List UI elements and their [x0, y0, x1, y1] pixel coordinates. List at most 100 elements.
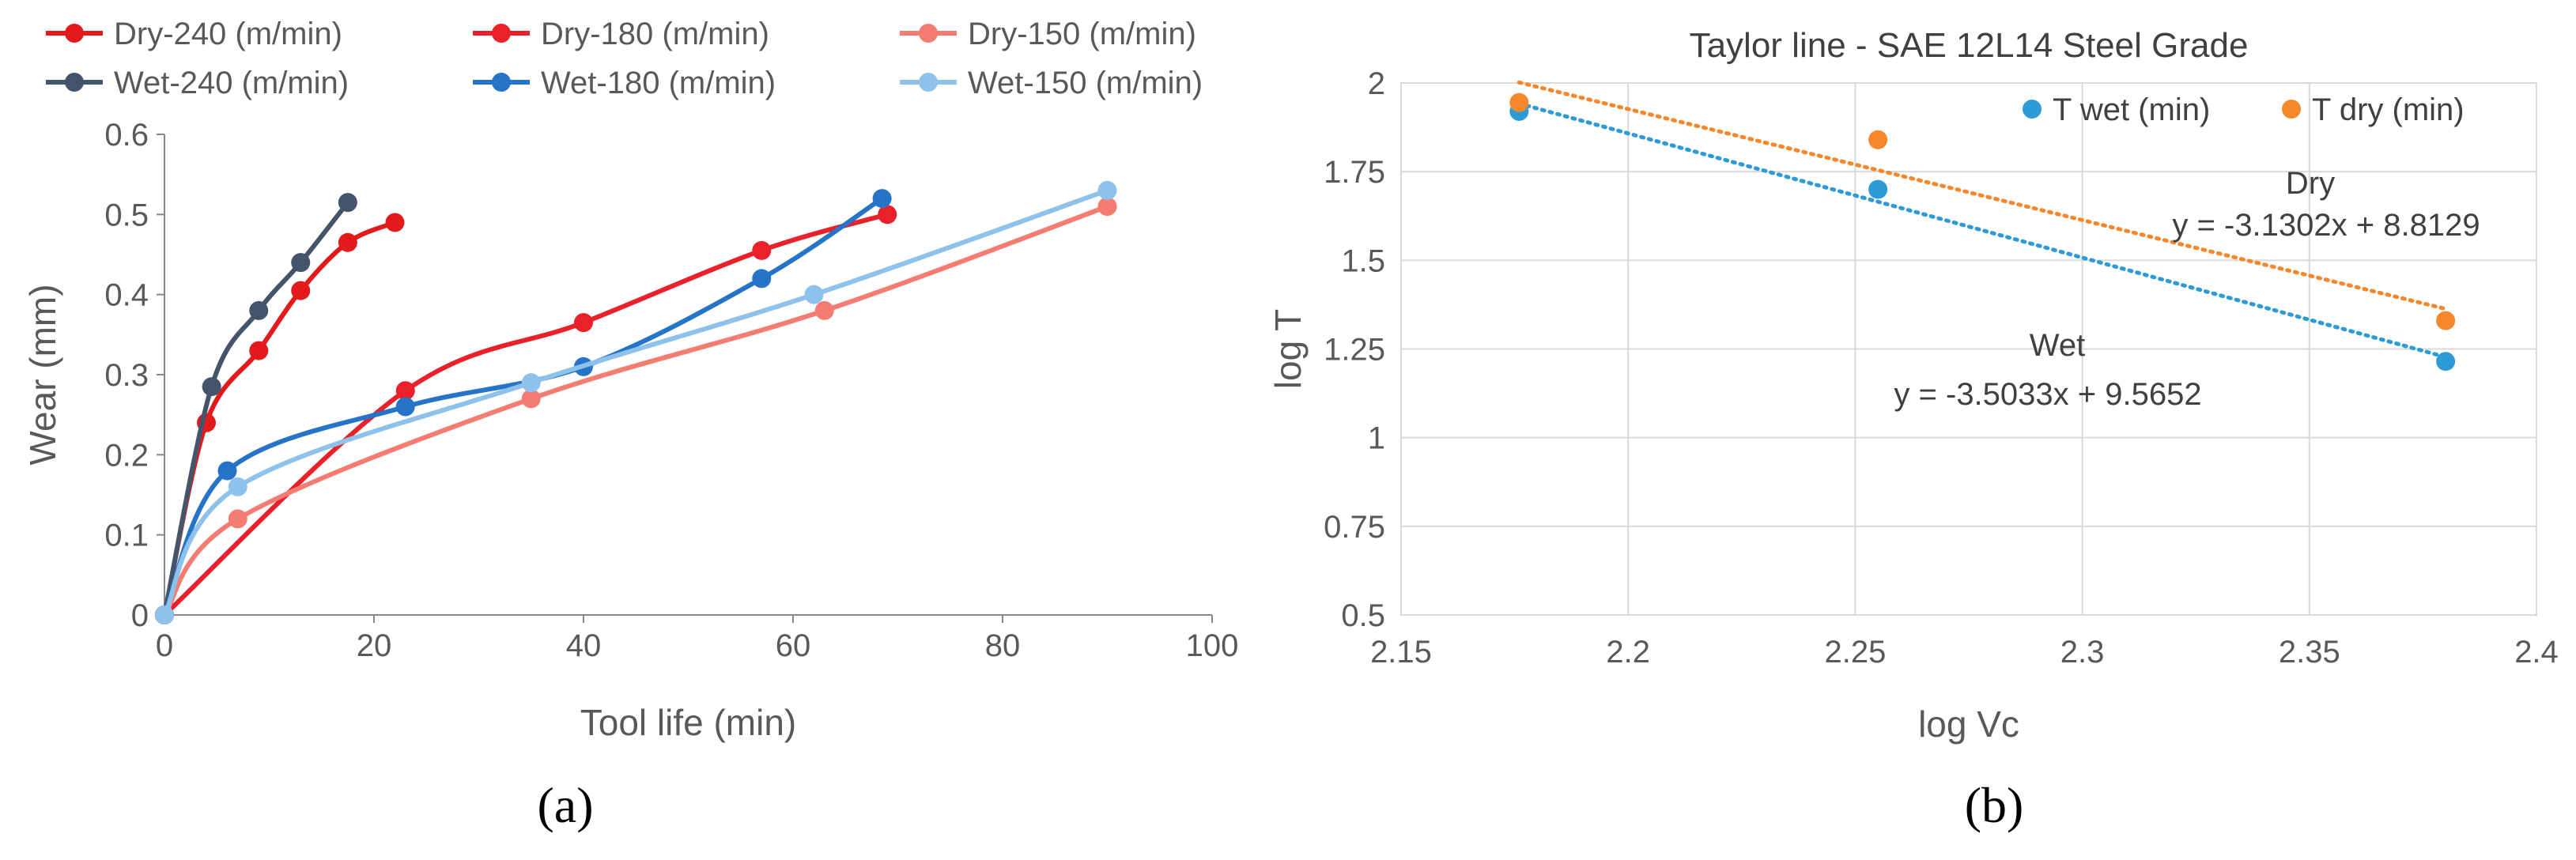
data-point: [872, 189, 892, 209]
legend-entry: Wet-180 (m/min): [473, 66, 776, 100]
y-axis-title: Wear (mm): [22, 284, 63, 465]
data-point: [291, 281, 311, 300]
trendline: [1517, 80, 2448, 311]
series-line: [162, 188, 1109, 617]
data-point: [217, 461, 237, 481]
legend-swatch-marker: [919, 73, 938, 92]
trendline-equation-label: y = -3.5033x + 9.5652: [1894, 377, 2201, 412]
panel-label-b: (b): [1965, 777, 2024, 833]
x-tick-label: 40: [566, 628, 602, 663]
data-point: [202, 377, 221, 397]
data-point: [521, 389, 541, 409]
y-tick-label: 0.3: [104, 358, 149, 393]
trendline-equation-label: y = -3.1302x + 8.8129: [2172, 208, 2480, 243]
y-tick-label: 1: [1368, 421, 1385, 456]
data-point: [338, 193, 357, 213]
y-axis-title: log T: [1267, 309, 1309, 389]
legend-entry: Dry-180 (m/min): [473, 17, 769, 51]
legend-swatch-marker: [492, 24, 511, 43]
legend-label: Wet-180 (m/min): [541, 66, 776, 100]
y-tick-label: 0: [131, 598, 149, 633]
legend-label: Wet-240 (m/min): [114, 66, 349, 100]
series-line: [162, 201, 350, 616]
data-point: [804, 285, 824, 304]
y-tick-label: 1.75: [1324, 155, 1385, 190]
y-tick-label: 0.75: [1324, 510, 1385, 545]
series-line: [162, 196, 884, 617]
data-point: [1097, 180, 1117, 200]
trendline: [1517, 101, 2448, 360]
trendline-name-label: Dry: [2286, 166, 2335, 201]
data-point: [395, 397, 415, 417]
x-tick-label: 2.2: [1606, 635, 1650, 670]
legend-label: Dry-180 (m/min): [541, 17, 769, 51]
data-point: [1509, 92, 1529, 112]
plot-frame: [1400, 82, 2537, 616]
data-point: [1868, 130, 1888, 149]
data-point: [2436, 311, 2456, 330]
series-line: [162, 212, 889, 617]
data-point: [574, 313, 593, 333]
x-tick-label: 2.15: [1370, 635, 1432, 670]
data-point: [395, 381, 415, 401]
legend-label: T dry (min): [2312, 92, 2465, 127]
data-point: [1868, 179, 1888, 199]
legend-entry: T dry (min): [2282, 92, 2465, 127]
data-point: [1097, 197, 1117, 217]
x-tick-label: 2.25: [1824, 635, 1886, 670]
panel-label-a: (a): [537, 777, 593, 833]
legend-entry: Wet-240 (m/min): [46, 66, 349, 100]
y-tick-label: 1.5: [1341, 243, 1385, 278]
chart-title: Taylor line - SAE 12L14 Steel Grade: [1690, 26, 2249, 65]
trendline-name-label: Wet: [2030, 328, 2085, 363]
x-tick-label: 0: [156, 628, 173, 663]
data-point: [249, 341, 269, 360]
data-point: [338, 232, 357, 252]
data-point: [228, 509, 247, 529]
data-point: [291, 253, 311, 273]
x-axis-title: Tool life (min): [580, 702, 797, 743]
y-tick-label: 1.25: [1324, 333, 1385, 368]
x-tick-label: 60: [776, 628, 811, 663]
legend-label: Dry-150 (m/min): [968, 17, 1196, 51]
series-line: [162, 204, 1109, 617]
legend-swatch-marker: [2023, 100, 2042, 119]
x-axis-title: log Vc: [1918, 703, 2019, 745]
x-tick-label: 20: [357, 628, 392, 663]
data-point: [814, 300, 834, 320]
chart-panel-b: Taylor line - SAE 12L14 Steel Grade 2.15 2…: [1267, 26, 2559, 745]
legend-label: T wet (min): [2053, 92, 2210, 127]
x-tick-label: 80: [985, 628, 1021, 663]
data-point: [752, 240, 772, 260]
y-tick-label: 0.2: [104, 438, 149, 473]
y-tick-label: 0.5: [104, 198, 149, 232]
data-point: [752, 269, 772, 289]
y-tick-label: 0.1: [104, 519, 149, 553]
legend-entry: Dry-150 (m/min): [900, 17, 1196, 51]
y-tick-label: 0.4: [104, 278, 149, 313]
legend-entry: Wet-150 (m/min): [900, 66, 1203, 100]
legend-swatch-marker: [65, 73, 84, 92]
legend-entry: T wet (min): [2023, 92, 2210, 127]
data-point: [878, 205, 897, 224]
chart-panel-a: 0 20 40 60 80 100 0 0.1 0.2 0.3 0.4 0.5 0.6 Tool life…: [22, 17, 1238, 743]
data-point: [385, 213, 405, 232]
legend-swatch-marker: [2282, 100, 2301, 119]
y-tick-label: 2: [1368, 66, 1385, 101]
legend-entry: Dry-240 (m/min): [46, 17, 342, 51]
data-point: [521, 373, 541, 393]
x-tick-label: 2.35: [2279, 635, 2340, 670]
x-tick-label: 100: [1186, 628, 1239, 663]
data-point: [2436, 352, 2456, 372]
legend-swatch-marker: [65, 24, 84, 43]
data-point: [249, 300, 269, 320]
y-tick-label: 0.6: [104, 118, 149, 153]
legend-label: Dry-240 (m/min): [114, 17, 342, 51]
y-tick-label: 0.5: [1341, 598, 1385, 633]
x-tick-label: 2.3: [2060, 635, 2105, 670]
data-point: [228, 477, 247, 496]
x-tick-label: 2.4: [2514, 635, 2559, 670]
legend-swatch-marker: [492, 73, 511, 92]
legend-label: Wet-150 (m/min): [968, 66, 1203, 100]
